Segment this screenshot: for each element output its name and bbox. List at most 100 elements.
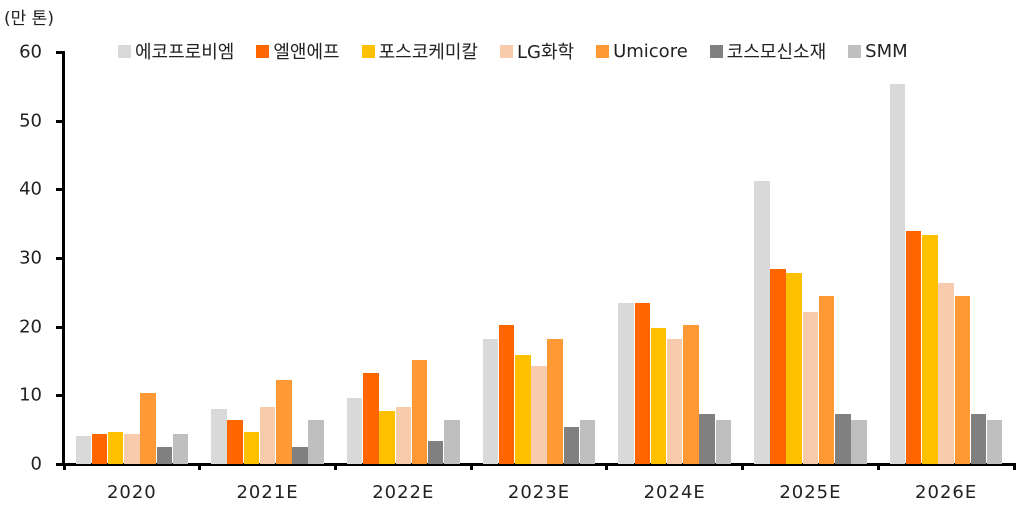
bar (770, 268, 786, 464)
bar (107, 431, 124, 464)
bar (427, 441, 444, 464)
y-tick-label: 40 (19, 178, 42, 200)
y-tick-label: 30 (19, 247, 42, 269)
x-tick-mark (1012, 463, 1016, 470)
bar (156, 446, 172, 464)
x-tick-label: 2022E (372, 482, 435, 503)
bar (802, 312, 819, 464)
legend-swatch (596, 44, 610, 58)
bar (683, 325, 699, 464)
legend-swatch (709, 44, 723, 58)
bar (666, 339, 683, 464)
x-tick-mark (333, 463, 337, 470)
bar (292, 446, 308, 464)
bar (124, 433, 140, 464)
bar (482, 339, 499, 464)
bar (172, 433, 189, 464)
y-tick-mark (56, 119, 63, 123)
bar (938, 283, 954, 464)
bar (444, 420, 460, 464)
legend-item: 포스코케미칼 (361, 38, 478, 64)
bar (75, 435, 91, 464)
x-tick-mark (62, 463, 66, 470)
bar (650, 328, 667, 464)
x-tick-label: 2024E (643, 482, 706, 503)
x-tick-mark (469, 463, 473, 470)
bar (618, 302, 634, 464)
bar (922, 235, 938, 464)
legend-label: 엘앤에프 (273, 42, 340, 63)
legend-label: Umicore (613, 40, 688, 62)
legend-label: 코스모신소재 (726, 42, 827, 63)
legend-label: SMM (865, 40, 908, 62)
x-tick-label: 2025E (779, 482, 842, 503)
legend-label: LG화학 (516, 42, 575, 63)
x-tick-mark (605, 463, 609, 470)
legend-item: 엘앤에프 (256, 38, 340, 64)
legend-item: 코스모신소재 (709, 38, 827, 64)
y-tick-mark (56, 463, 63, 466)
bar (579, 420, 596, 464)
legend-item: Umicore (596, 41, 688, 62)
bar (715, 420, 732, 464)
x-tick-label: 2021E (236, 482, 299, 503)
legend-label: 포스코케미칼 (378, 42, 478, 63)
bar (754, 181, 770, 464)
bar (634, 302, 651, 464)
y-tick-mark (56, 188, 63, 192)
y-tick-label: 20 (19, 316, 42, 338)
legend-label: 에코프로비엠 (135, 42, 235, 63)
bar (227, 420, 243, 464)
x-tick-label: 2026E (915, 482, 978, 503)
bar (905, 231, 922, 464)
bar (699, 413, 715, 464)
bar (547, 339, 563, 464)
bar (140, 393, 156, 464)
y-tick-mark (56, 51, 63, 54)
bar (851, 420, 867, 464)
bar (259, 407, 276, 464)
y-tick-mark (56, 325, 63, 329)
y-tick-label: 0 (30, 453, 42, 475)
y-tick-label: 50 (19, 110, 42, 132)
bar (411, 359, 428, 464)
bar (276, 380, 292, 464)
y-tick-label: 60 (19, 41, 42, 63)
bar (395, 407, 412, 464)
bar (835, 413, 851, 464)
x-tick-mark (198, 463, 202, 470)
bar (954, 295, 971, 464)
x-tick-label: 2020 (106, 482, 157, 503)
bar (243, 431, 260, 464)
legend-swatch (256, 44, 270, 58)
bar (346, 398, 363, 464)
bar (379, 411, 395, 464)
legend-swatch (499, 44, 513, 58)
x-tick-mark (741, 463, 745, 470)
bar (531, 365, 547, 464)
bar (363, 372, 379, 464)
legend-swatch (361, 44, 375, 58)
bar (563, 426, 580, 464)
bar (986, 420, 1003, 464)
bar (308, 420, 324, 464)
y-axis-line (62, 51, 65, 465)
x-tick-mark (876, 463, 880, 470)
y-tick-label: 10 (19, 384, 42, 406)
x-axis-line (62, 463, 1014, 466)
bar (970, 413, 987, 464)
bar (889, 84, 906, 464)
legend-swatch (848, 44, 862, 58)
chart-legend: 에코프로비엠 엘앤에프 포스코케미칼 LG화학 Umicore 코스모신소재 SMM (118, 38, 930, 64)
legend-item: LG화학 (499, 38, 575, 64)
x-tick-label: 2023E (507, 482, 571, 503)
legend-swatch (118, 44, 131, 58)
bar (91, 433, 108, 464)
bar (211, 409, 227, 464)
legend-item: 에코프로비엠 (118, 38, 234, 64)
y-tick-mark (56, 394, 63, 398)
legend-item: SMM (848, 41, 908, 62)
bar (786, 273, 802, 464)
y-axis-unit-label: (만 톤) (4, 9, 54, 29)
bar (818, 295, 835, 464)
